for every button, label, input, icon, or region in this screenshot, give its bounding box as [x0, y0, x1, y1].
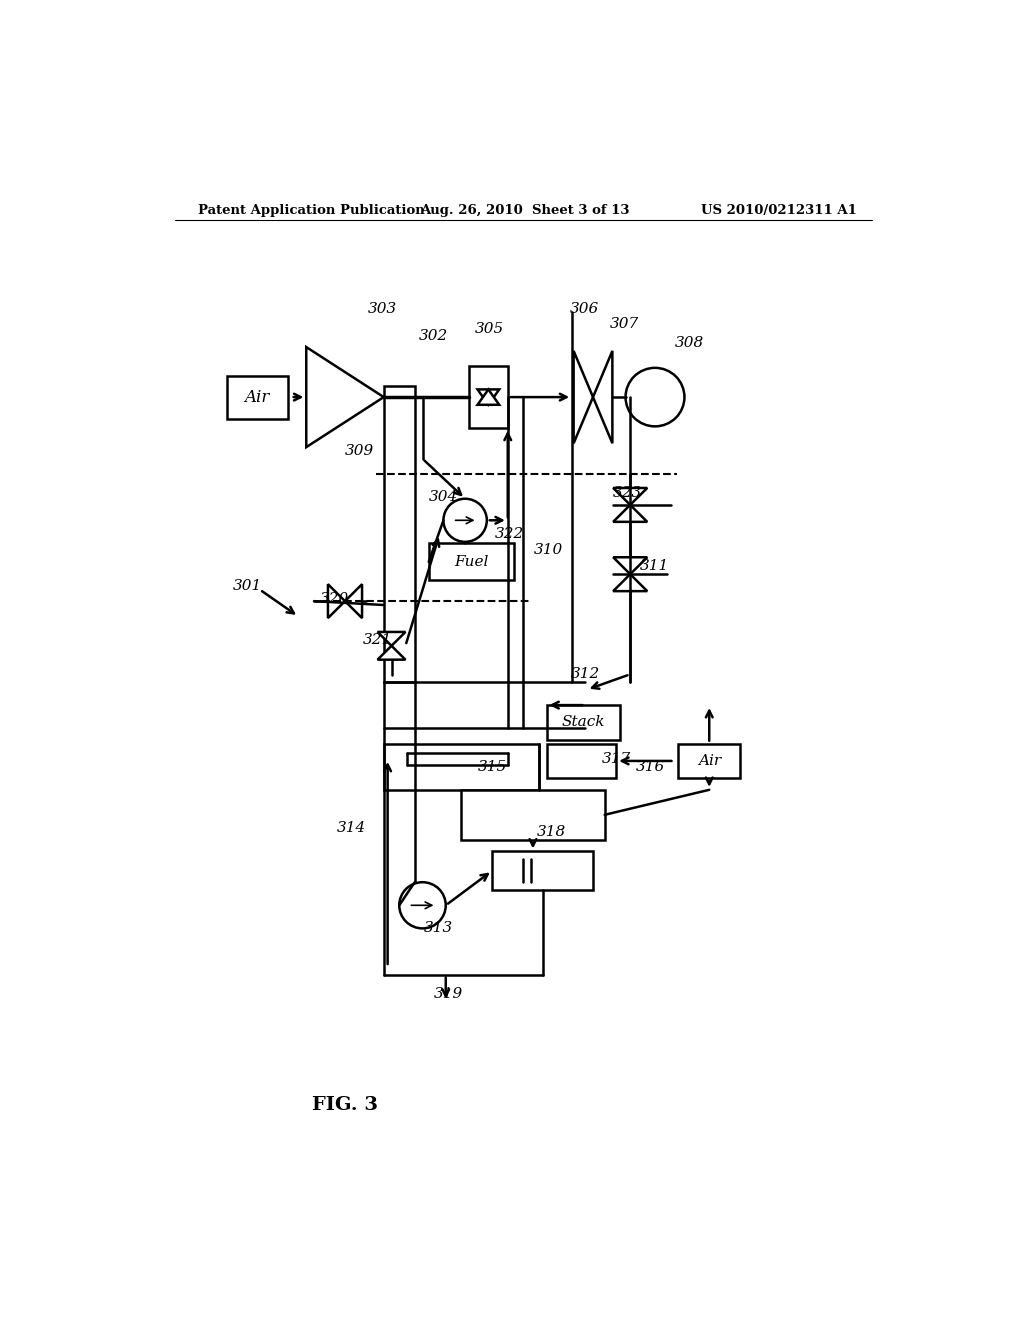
Text: 318: 318 [538, 825, 566, 840]
Polygon shape [306, 347, 384, 447]
Polygon shape [378, 632, 406, 645]
Polygon shape [378, 645, 406, 660]
Text: 306: 306 [569, 301, 599, 315]
Text: 305: 305 [475, 322, 505, 337]
Bar [384, 743, 539, 789]
Text: 322: 322 [495, 527, 524, 541]
Text: 301: 301 [232, 578, 262, 593]
Text: Fuel: Fuel [454, 554, 488, 569]
Bar [227, 376, 288, 418]
Circle shape [399, 882, 445, 928]
Polygon shape [613, 574, 647, 591]
Text: 317: 317 [602, 752, 632, 766]
Text: 313: 313 [424, 921, 454, 936]
Text: Air: Air [697, 754, 721, 768]
Circle shape [443, 499, 486, 541]
Circle shape [626, 368, 684, 426]
Polygon shape [328, 585, 345, 618]
Bar [678, 743, 740, 779]
Polygon shape [593, 351, 612, 444]
Text: 308: 308 [675, 337, 705, 350]
Polygon shape [613, 557, 647, 574]
Bar [469, 367, 508, 428]
Text: Aug. 26, 2010  Sheet 3 of 13: Aug. 26, 2010 Sheet 3 of 13 [420, 205, 630, 218]
Text: Stack: Stack [561, 715, 605, 730]
Text: 312: 312 [571, 668, 600, 681]
Text: Patent Application Publication: Patent Application Publication [198, 205, 425, 218]
Polygon shape [477, 389, 500, 405]
Polygon shape [613, 506, 647, 521]
Polygon shape [573, 351, 593, 444]
Bar [429, 544, 514, 581]
Bar [547, 705, 621, 739]
Text: 311: 311 [640, 560, 669, 573]
Text: US 2010/0212311 A1: US 2010/0212311 A1 [700, 205, 856, 218]
Text: 303: 303 [369, 301, 397, 315]
Text: 310: 310 [535, 543, 563, 557]
Text: 307: 307 [610, 317, 639, 331]
Text: 314: 314 [337, 821, 367, 836]
Polygon shape [345, 585, 362, 618]
Text: Air: Air [245, 388, 270, 405]
Polygon shape [613, 488, 647, 506]
Bar [493, 851, 593, 890]
Text: 319: 319 [434, 987, 464, 1001]
Bar [547, 743, 616, 779]
Text: 302: 302 [419, 329, 447, 342]
Text: 323: 323 [612, 486, 642, 500]
Bar [461, 789, 604, 840]
Polygon shape [477, 389, 500, 405]
Text: 315: 315 [478, 760, 508, 774]
Text: 321: 321 [362, 632, 392, 647]
Text: 309: 309 [345, 444, 374, 458]
Text: FIG. 3: FIG. 3 [312, 1097, 378, 1114]
Text: 304: 304 [429, 490, 458, 504]
Bar [384, 385, 415, 682]
Text: 320: 320 [321, 591, 349, 606]
Text: 316: 316 [636, 760, 665, 774]
